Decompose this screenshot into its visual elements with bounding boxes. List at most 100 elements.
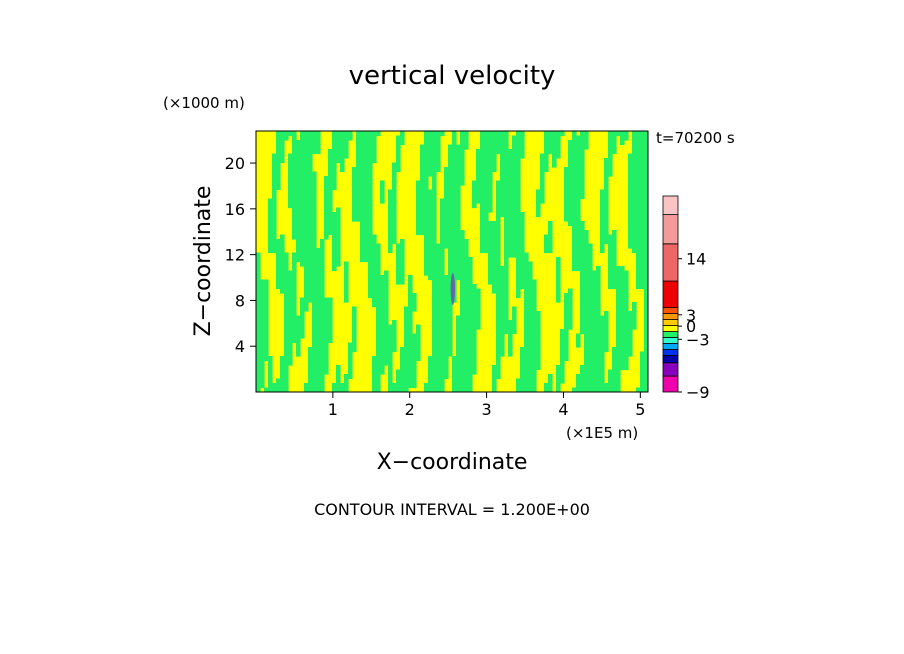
field-cell-negative — [568, 221, 585, 227]
field-cell-negative — [416, 198, 437, 204]
field-cell-negative — [352, 207, 373, 213]
field-cell-negative — [344, 275, 349, 281]
field-cell-negative — [448, 144, 469, 150]
field-cell-negative — [292, 230, 317, 236]
field-cell-negative — [524, 302, 537, 308]
field-cell-negative — [540, 162, 549, 168]
field-cell-negative — [256, 293, 269, 299]
field-cell-negative — [368, 266, 381, 272]
field-cell-negative — [416, 324, 421, 330]
field-cell-negative — [568, 153, 585, 159]
field-cell-negative — [480, 135, 509, 141]
field-cell-negative — [456, 320, 481, 326]
field-cell-negative — [276, 140, 285, 146]
field-cell-negative — [256, 252, 261, 258]
field-cell-negative — [520, 374, 537, 380]
field-cell-negative — [368, 270, 381, 276]
field-cell-negative — [564, 324, 573, 330]
field-cell-negative — [504, 248, 525, 254]
field-cell-negative — [568, 144, 589, 150]
field-cell-negative — [556, 383, 561, 389]
field-cell-negative — [628, 234, 648, 240]
field-cell-negative — [356, 158, 377, 164]
field-cell-negative — [548, 221, 553, 227]
field-cell-negative — [460, 279, 473, 285]
field-cell-negative — [308, 360, 329, 366]
field-cell-negative — [344, 284, 349, 290]
field-cell-negative — [276, 144, 285, 150]
field-cell-negative — [376, 338, 397, 344]
field-cell-negative — [300, 131, 321, 137]
field-cell-negative — [524, 315, 541, 321]
field-cell-negative — [476, 171, 493, 177]
field-cell-negative — [284, 329, 305, 335]
field-cell-negative — [312, 311, 333, 317]
field-cell-negative — [524, 306, 537, 312]
field-cell-negative — [628, 216, 648, 222]
field-cell-negative — [504, 257, 509, 263]
field-cell-negative — [480, 248, 501, 254]
field-cell-negative — [444, 194, 461, 200]
field-cell-negative — [580, 302, 601, 308]
field-cell-negative — [336, 365, 341, 371]
field-cell-negative — [360, 221, 373, 227]
field-cell-negative — [356, 144, 377, 150]
field-cell-negative — [584, 347, 609, 353]
field-cell-negative — [440, 239, 469, 245]
field-cell-negative — [556, 284, 561, 290]
field-cell-negative — [308, 356, 329, 362]
field-cell-negative — [332, 266, 337, 272]
field-cell-negative — [256, 270, 261, 276]
field-cell-negative — [276, 284, 297, 290]
field-cell-negative — [312, 315, 333, 321]
field-cell-negative — [516, 270, 533, 276]
field-cell-negative — [492, 369, 501, 375]
field-cell-negative — [376, 315, 389, 321]
field-cell-negative — [496, 198, 521, 204]
field-cell-negative — [516, 279, 537, 285]
field-cell-negative — [352, 194, 373, 200]
field-cell-negative — [352, 203, 373, 209]
field-cell-negative — [420, 144, 441, 150]
field-cell-negative — [496, 351, 505, 357]
field-cell-negative — [268, 203, 277, 209]
field-cell-negative — [644, 338, 648, 344]
field-cell-negative — [440, 198, 461, 204]
field-cell-negative — [496, 180, 521, 186]
field-cell-negative — [400, 365, 417, 371]
field-cell-negative — [396, 153, 401, 159]
field-cell-negative — [336, 207, 341, 213]
field-cell-negative — [304, 284, 325, 290]
field-cell-negative — [420, 153, 441, 159]
field-cell-negative — [288, 185, 317, 191]
field-cell-negative — [600, 225, 609, 231]
field-cell-negative — [636, 252, 648, 258]
field-cell-negative — [396, 374, 417, 380]
field-cell-negative — [276, 261, 289, 267]
field-cell-negative — [416, 225, 437, 231]
field-cell-negative — [496, 338, 505, 344]
field-cell-negative — [388, 198, 397, 204]
field-cell-negative — [640, 383, 648, 389]
field-cell-negative — [448, 270, 473, 276]
field-cell-negative — [644, 293, 648, 299]
field-cell-negative — [404, 342, 421, 348]
field-cell-negative — [616, 293, 629, 299]
colorbar-label: 3 — [686, 306, 696, 325]
field-cell-negative — [492, 288, 509, 294]
field-cell-negative — [356, 140, 377, 146]
field-cell-negative — [352, 320, 357, 326]
field-cell-negative — [388, 387, 409, 392]
field-cell-negative — [572, 243, 593, 249]
field-cell-negative — [264, 387, 289, 392]
field-cell-negative — [512, 135, 525, 141]
field-cell-negative — [372, 378, 381, 384]
field-cell-negative — [292, 234, 317, 240]
field-cell-negative — [548, 225, 553, 231]
field-cell-negative — [524, 293, 537, 299]
field-cell-negative — [608, 252, 617, 258]
field-cell-negative — [256, 266, 261, 272]
field-cell-negative — [292, 225, 317, 231]
field-cell-negative — [372, 297, 389, 303]
field-cell-negative — [580, 288, 601, 294]
